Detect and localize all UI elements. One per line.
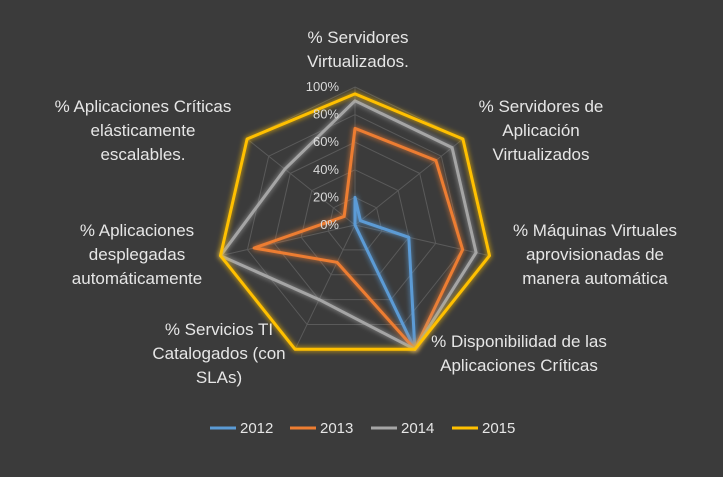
- legend-label-2015: 2015: [482, 420, 515, 437]
- series-2012-line: [353, 195, 417, 351]
- tick-label: 20%: [313, 189, 339, 204]
- series-group: [219, 92, 491, 351]
- grid-spoke-2: [354, 224, 490, 257]
- grid-spoke-6: [246, 138, 356, 226]
- grid-spoke-5: [220, 224, 356, 257]
- axis-label-2: % Máquinas Virtuales aprovisionadas de man…: [513, 221, 677, 288]
- grid-spoke-4: [294, 224, 356, 350]
- axis-labels: % Servidores Virtualizados. % Servidores d…: [55, 28, 677, 387]
- tick-label: 100%: [306, 79, 340, 94]
- tick-label: 80%: [313, 107, 339, 122]
- grid-ring-4: [246, 114, 464, 325]
- tick-labels: 0% 20% 40% 60% 80% 100%: [306, 79, 340, 232]
- axis-label-4: % Servicios TI Catalogados (con SLAs): [152, 320, 285, 387]
- grid-ring-3: [273, 141, 437, 301]
- grid-spoke-1: [354, 138, 464, 226]
- series-2014-line: [219, 99, 478, 351]
- axis-label-5: % Aplicaciones desplegadas automáticamente: [72, 221, 202, 288]
- axis-label-1: % Servidores de Aplicación Virtualizados: [479, 97, 604, 164]
- grid-ring-1: [327, 196, 383, 251]
- tick-label: 40%: [313, 162, 339, 177]
- series-2013-line: [252, 126, 465, 351]
- axis-label-6: % Aplicaciones Críticas elásticamente esca…: [55, 97, 232, 164]
- legend-label-2013: 2013: [320, 420, 353, 437]
- legend: 2012 2013 2014 2015: [210, 420, 515, 437]
- series-2015-line: [219, 92, 491, 351]
- axis-label-0: % Servidores Virtualizados.: [307, 28, 409, 71]
- legend-label-2012: 2012: [240, 420, 273, 437]
- grid-ring-2: [300, 169, 410, 276]
- axis-label-3: % Disponibilidad de las Aplicaciones Crít…: [431, 332, 607, 375]
- tick-label: 60%: [313, 134, 339, 149]
- legend-label-2014: 2014: [401, 420, 434, 437]
- tick-label: 0%: [320, 217, 339, 232]
